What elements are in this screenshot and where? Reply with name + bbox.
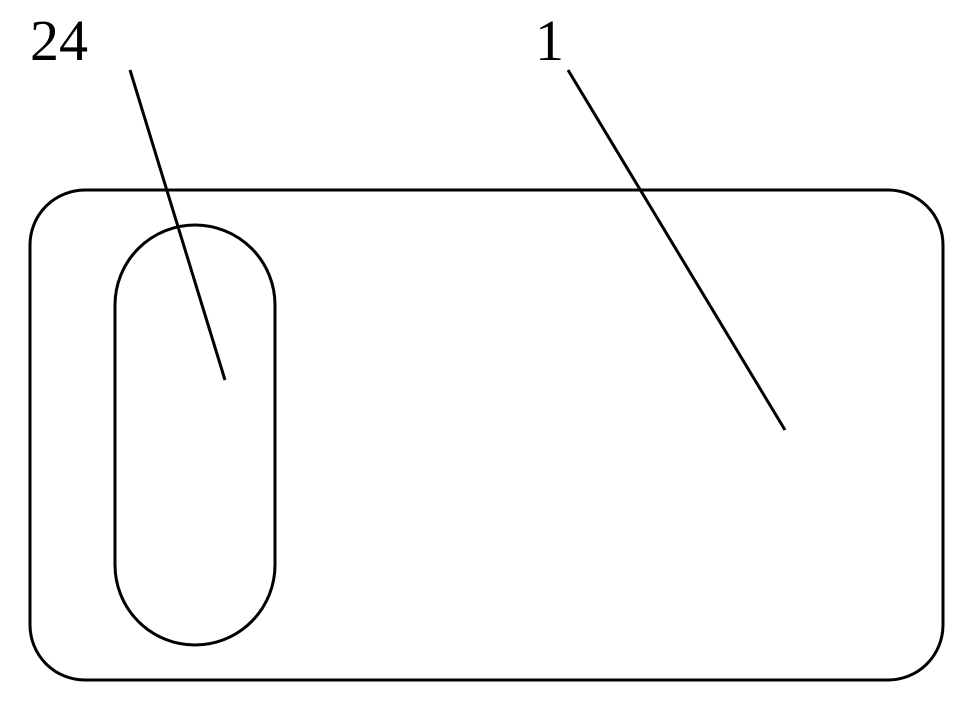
diagram-canvas: 24 1: [0, 0, 973, 712]
slot-hole: [115, 225, 275, 645]
callout-label-1: 1: [535, 8, 564, 73]
callout-label-24: 24: [30, 8, 88, 73]
leader-line-1: [568, 70, 785, 430]
outer-body: [30, 190, 943, 680]
leader-line-24: [130, 70, 225, 380]
